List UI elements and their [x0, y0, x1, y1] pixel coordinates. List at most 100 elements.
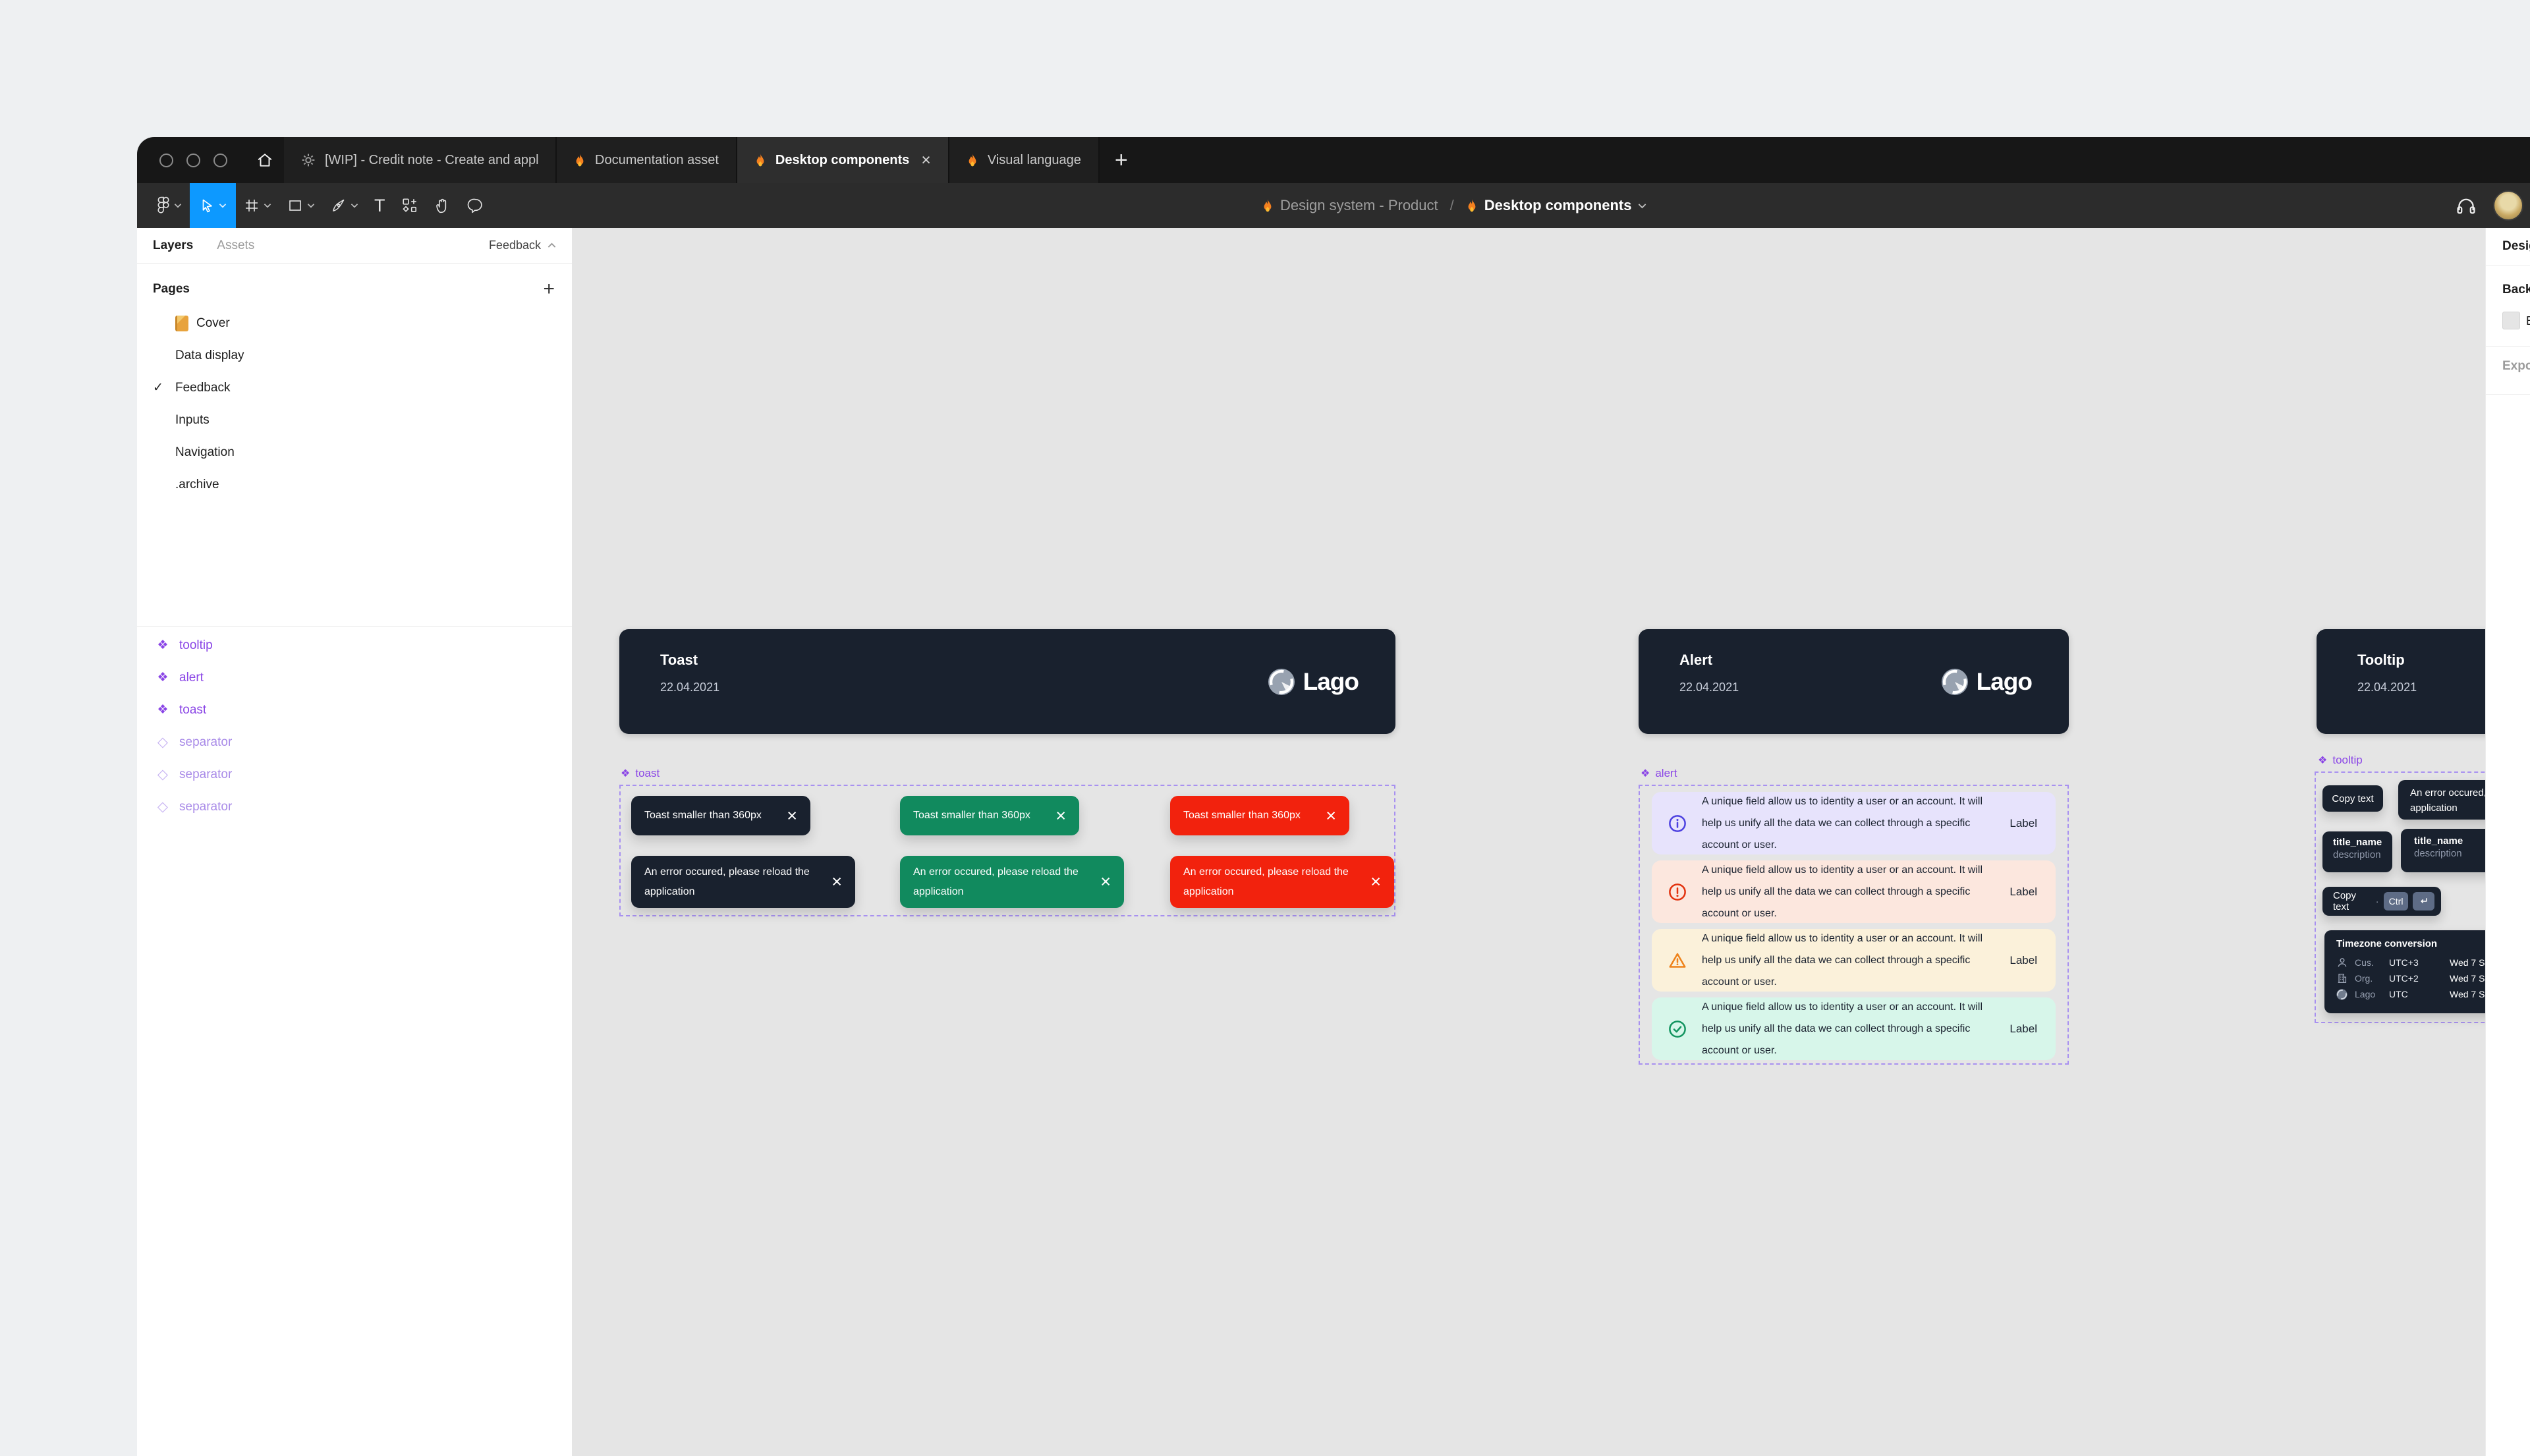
- frame-toast-header[interactable]: Toast 22.04.2021 Lago: [619, 629, 1395, 734]
- comment-tool-button[interactable]: [459, 183, 492, 228]
- text-tool-icon: T: [374, 195, 385, 215]
- page-dropdown[interactable]: Feedback: [489, 238, 556, 252]
- alert-action-link[interactable]: Label: [2010, 953, 2037, 966]
- move-tool-button[interactable]: [190, 183, 236, 228]
- window-controls[interactable]: [137, 153, 246, 167]
- toast-large-red[interactable]: An error occured, please reload the appl…: [1170, 856, 1394, 908]
- window-minimize-button[interactable]: [186, 153, 200, 167]
- frame-date: 22.04.2021: [660, 681, 720, 694]
- alert-success[interactable]: A unique field allow us to identity a us…: [1652, 997, 2056, 1060]
- pen-tool-button[interactable]: [323, 183, 366, 228]
- background-section-title: Backg: [2502, 283, 2530, 296]
- frame-tool-button[interactable]: [236, 183, 279, 228]
- tab-documentation-asset[interactable]: Documentation asset: [557, 137, 737, 183]
- canvas[interactable]: Toast 22.04.2021 Lago Alert 22.04.2021 L…: [572, 228, 2485, 1456]
- page-item-archive[interactable]: .archive: [137, 468, 572, 501]
- close-icon[interactable]: ×: [1100, 872, 1111, 891]
- alert-warning[interactable]: A unique field allow us to identity a us…: [1652, 929, 2056, 992]
- tooltip-title-description[interactable]: title_name description: [2401, 829, 2485, 872]
- hand-tool-button[interactable]: [426, 183, 459, 228]
- resources-tool-button[interactable]: [393, 183, 426, 228]
- close-icon[interactable]: ×: [831, 872, 842, 891]
- toast-large-green[interactable]: An error occured, please reload the appl…: [900, 856, 1124, 908]
- toast-group-selection[interactable]: [619, 785, 1395, 916]
- alert-action-link[interactable]: Label: [2010, 816, 2037, 829]
- tooltip-timezone-conversion[interactable]: Timezone conversion Cus. UTC+3 Wed 7 Sep…: [2324, 930, 2485, 1013]
- close-icon[interactable]: ×: [1326, 805, 1336, 826]
- shape-tool-button[interactable]: [279, 183, 323, 228]
- layer-item-tooltip[interactable]: ❖ tooltip: [137, 629, 572, 661]
- close-icon[interactable]: ×: [787, 805, 797, 826]
- alert-info[interactable]: A unique field allow us to identity a us…: [1652, 792, 2056, 854]
- page-item-cover[interactable]: Cover: [137, 307, 572, 339]
- comment-icon: [467, 197, 484, 214]
- frame-alert-header[interactable]: Alert 22.04.2021 Lago: [1639, 629, 2069, 734]
- tab-label: Visual language: [987, 152, 1081, 167]
- page-item-inputs[interactable]: Inputs: [137, 404, 572, 436]
- breadcrumb-project[interactable]: Design system - Product: [1280, 197, 1438, 213]
- tooltip-copy-text[interactable]: Copy text: [2322, 785, 2383, 812]
- tooltip-group-selection[interactable]: [2315, 771, 2485, 1023]
- tab-credit-note[interactable]: [WIP] - Credit note - Create and apply c…: [284, 137, 557, 183]
- frame-tooltip-header[interactable]: Tooltip 22.04.2021: [2317, 629, 2485, 734]
- export-section-title[interactable]: Expor: [2502, 359, 2530, 373]
- user-avatar[interactable]: [2493, 190, 2523, 221]
- page-item-feedback[interactable]: ✓ Feedback: [137, 372, 572, 404]
- tab-visual-language[interactable]: Visual language: [949, 137, 1100, 183]
- page-item-data-display[interactable]: Data display: [137, 339, 572, 372]
- window-zoom-button[interactable]: [213, 153, 227, 167]
- timezone-row: Cus. UTC+3 Wed 7 Sep, 20: [2336, 955, 2485, 970]
- layer-item-separator[interactable]: ◇ separator: [137, 791, 572, 823]
- tab-layers[interactable]: Layers: [153, 238, 194, 252]
- background-color-value[interactable]: E: [2526, 314, 2530, 328]
- home-button[interactable]: [246, 137, 284, 183]
- breadcrumb-file[interactable]: Desktop components: [1484, 197, 1632, 213]
- layer-item-separator[interactable]: ◇ separator: [137, 726, 572, 758]
- toast-small-dark[interactable]: Toast smaller than 360px ×: [631, 796, 810, 835]
- breadcrumb-separator: /: [1449, 197, 1454, 213]
- flame-icon: [1262, 198, 1274, 213]
- alert-group-label[interactable]: ❖ alert: [1641, 767, 1677, 780]
- tooltip-title: Timezone conversion: [2336, 938, 2438, 949]
- toast-small-green[interactable]: Toast smaller than 360px ×: [900, 796, 1079, 835]
- layers-list: ❖ tooltip ❖ alert ❖ toast ◇ separator ◇ …: [137, 626, 572, 823]
- tooltip-error[interactable]: An error occured, please reload the appl…: [2398, 780, 2485, 820]
- alert-group-selection[interactable]: [1639, 785, 2069, 1065]
- timezone-date: Wed 7 Sep, 20: [2450, 957, 2485, 968]
- main-menu-button[interactable]: [149, 183, 190, 228]
- design-tab[interactable]: Desig: [2502, 239, 2530, 253]
- layer-item-separator[interactable]: ◇ separator: [137, 758, 572, 791]
- toast-group-label[interactable]: ❖ toast: [621, 767, 660, 780]
- alert-action-link[interactable]: Label: [2010, 885, 2037, 898]
- toast-small-red[interactable]: Toast smaller than 360px ×: [1170, 796, 1349, 835]
- book-icon: [175, 315, 196, 331]
- add-page-button[interactable]: +: [543, 278, 555, 300]
- chevron-up-icon: [548, 242, 556, 248]
- tooltip-title-description[interactable]: title_name description: [2322, 831, 2392, 872]
- timezone-date: Wed 7 Sep, 20: [2450, 989, 2485, 999]
- layer-label: separator: [179, 735, 233, 749]
- alert-error[interactable]: A unique field allow us to identity a us…: [1652, 860, 2056, 923]
- close-icon[interactable]: ×: [1370, 872, 1381, 891]
- tooltip-shortcut[interactable]: Copy text · Ctrl: [2322, 887, 2441, 916]
- new-tab-button[interactable]: +: [1114, 147, 1128, 173]
- layer-item-alert[interactable]: ❖ alert: [137, 661, 572, 694]
- tooltip-group-label[interactable]: ❖ tooltip: [2318, 754, 2363, 767]
- background-color-swatch[interactable]: [2502, 312, 2520, 329]
- tab-assets[interactable]: Assets: [217, 238, 255, 252]
- alert-action-link[interactable]: Label: [2010, 1022, 2037, 1035]
- tooltip-text: Copy text: [2333, 890, 2357, 912]
- toast-large-dark[interactable]: An error occured, please reload the appl…: [631, 856, 855, 908]
- timezone-row: Lago UTC Wed 7 Sep, 20: [2336, 986, 2485, 1002]
- close-icon[interactable]: ×: [1055, 805, 1066, 826]
- page-item-navigation[interactable]: Navigation: [137, 436, 572, 468]
- close-tab-icon[interactable]: ×: [921, 150, 931, 169]
- text-tool-button[interactable]: T: [366, 183, 393, 228]
- headphones-icon[interactable]: [2455, 194, 2477, 217]
- chevron-down-icon: [307, 203, 315, 208]
- pages-header: Pages +: [137, 264, 572, 307]
- layer-item-toast[interactable]: ❖ toast: [137, 694, 572, 726]
- tab-desktop-components[interactable]: Desktop components ×: [737, 137, 949, 183]
- window-close-button[interactable]: [159, 153, 173, 167]
- chevron-down-icon[interactable]: [1638, 203, 1646, 209]
